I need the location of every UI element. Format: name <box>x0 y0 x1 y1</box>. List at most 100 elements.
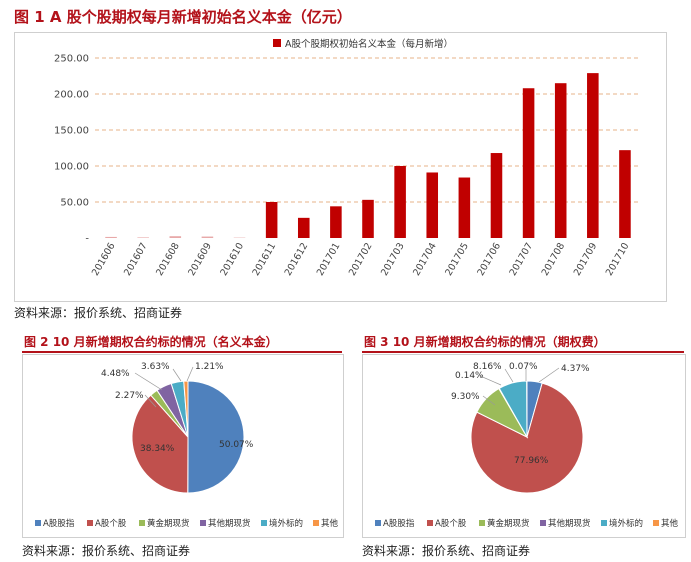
pie-value-label: 77.96% <box>514 456 549 466</box>
legend-swatch <box>427 520 433 526</box>
pie-chart-1: 50.07% 38.34% 2.27% 4.48% 3.63% 1.21% A股股指 A股个股… <box>35 362 339 529</box>
legend-label: 境外标的 <box>269 518 303 529</box>
x-tick-label: 201701 <box>315 241 343 278</box>
legend-label: 其他期现货 <box>548 518 591 529</box>
x-tick-label: 201702 <box>347 241 375 278</box>
figure3-source: 资料来源：报价系统、招商证券 <box>362 544 531 558</box>
bar-chart-panel: A股个股期权初始名义本金（每月新增） - 50.00 100.00 150.00 200.… <box>14 32 667 302</box>
pie-chart-panel-2: 4.37% 77.96% 9.30% 0.14% 8.16% 0.07% A股股指 A股个股 黄… <box>362 354 686 538</box>
leader-line <box>477 374 502 386</box>
x-tick-label: 201612 <box>283 241 311 278</box>
pie-value-label: 0.14% <box>455 371 484 381</box>
leader-line <box>134 372 163 391</box>
pie-slice <box>470 382 584 494</box>
bar <box>394 166 406 238</box>
pie-slice <box>131 394 189 494</box>
figure3-title-rule <box>362 351 684 353</box>
x-tick-label: 201707 <box>508 241 536 278</box>
bar <box>330 206 342 238</box>
pie-slice <box>187 380 245 494</box>
bar <box>522 88 535 238</box>
pie-value-label: 4.37% <box>561 364 590 374</box>
legend-label: A股个股 <box>95 519 127 529</box>
pie-legend: A股股指 A股个股 黄金期现货 其他期现货 境外标的 其他 <box>35 518 339 529</box>
leader-line <box>538 367 560 383</box>
leader-line <box>482 395 496 406</box>
pie-legend: A股股指 A股个股 黄金期现货 其他期现货 境外标的 其他 <box>375 518 679 529</box>
bar <box>137 237 149 238</box>
legend-swatch <box>540 520 546 526</box>
x-tick-label: 201609 <box>186 241 214 278</box>
y-tick-label: 250.00 <box>54 54 89 65</box>
figure3-title: 图 3 10 月新增期权合约标的情况（期权费） <box>364 335 606 349</box>
pie-value-label: 2.27% <box>115 391 144 401</box>
legend-swatch <box>261 520 267 526</box>
bar <box>265 202 278 238</box>
legend-label: 黄金期现货 <box>487 518 530 529</box>
leader-line <box>144 394 157 408</box>
legend-label: 黄金期现货 <box>147 518 190 529</box>
pie-value-label: 1.21% <box>195 362 224 372</box>
x-tick-label: 201607 <box>122 241 150 278</box>
bar <box>201 236 214 238</box>
pie-value-label: 3.63% <box>141 362 170 372</box>
x-tick-label: 201704 <box>411 241 439 278</box>
pie-value-label: 0.07% <box>509 362 538 372</box>
bar <box>426 172 439 238</box>
x-tick-label: 201710 <box>604 241 632 278</box>
y-tick-label: 50.00 <box>60 198 89 209</box>
bar <box>490 153 503 238</box>
y-tick-label: - <box>85 234 89 245</box>
legend-label: A股个股 <box>435 519 467 529</box>
pie-value-label: 9.30% <box>451 392 480 402</box>
bar <box>297 217 310 238</box>
y-tick-label: 150.00 <box>54 126 89 137</box>
pie-chart-panel-1: 50.07% 38.34% 2.27% 4.48% 3.63% 1.21% A股股指 A股个股… <box>22 354 344 538</box>
bar <box>169 236 182 238</box>
bar <box>587 73 599 238</box>
figure2-source: 资料来源：报价系统、招商证券 <box>22 544 191 558</box>
figure1-title: 图 1 A 股个股期权每月新增初始名义本金（亿元） <box>14 8 352 26</box>
legend-label: A股股指 <box>383 518 415 529</box>
legend-swatch <box>139 520 145 526</box>
leader-line <box>504 368 514 383</box>
pie-value-label: 50.07% <box>219 440 254 450</box>
x-tick-label: 201708 <box>540 241 568 278</box>
y-tick-label: 200.00 <box>54 90 89 101</box>
x-tick-label: 201709 <box>572 241 600 278</box>
legend-swatch <box>273 39 281 47</box>
figure2-title: 图 2 10 月新增期权合约标的情况（名义本金） <box>24 335 278 349</box>
legend-swatch <box>375 520 381 526</box>
pie-value-label: 38.34% <box>140 444 175 454</box>
pie-chart-2: 4.37% 77.96% 9.30% 0.14%8.16% 0.07% A股股指 A股个股 黄… <box>375 362 679 529</box>
legend-label: 境外标的 <box>609 518 643 529</box>
y-tick-label: 100.00 <box>54 162 89 173</box>
x-tick-label: 201703 <box>379 241 407 278</box>
x-tick-label: 201606 <box>90 241 118 278</box>
figure1-source: 资料来源：报价系统、招商证券 <box>14 306 183 320</box>
pie-value-label: 4.48% <box>101 369 130 379</box>
leader-line <box>172 368 182 382</box>
bar <box>458 177 471 238</box>
legend-swatch <box>200 520 206 526</box>
x-tick-label: 201610 <box>218 241 246 278</box>
figure2-title-rule <box>22 351 342 353</box>
legend-swatch <box>653 520 659 526</box>
pie-slice <box>183 380 189 438</box>
legend-label: 其他 <box>661 518 679 529</box>
legend-label: 其他期现货 <box>208 518 251 529</box>
legend-swatch <box>313 520 319 526</box>
bar <box>362 199 374 238</box>
legend-label: A股个股期权初始名义本金（每月新增） <box>285 38 453 50</box>
legend-swatch <box>479 520 485 526</box>
x-tick-label: 201706 <box>475 241 503 278</box>
legend-label: A股股指 <box>43 518 75 529</box>
legend-label: 其他 <box>321 518 339 529</box>
bar-chart: A股个股期权初始名义本金（每月新增） - 50.00 100.00 150.00 200.… <box>54 38 641 278</box>
x-tick-label: 201705 <box>443 241 471 278</box>
legend-swatch <box>35 520 41 526</box>
bar <box>105 236 117 238</box>
x-tick-label: 201611 <box>251 241 279 278</box>
bar <box>554 83 567 238</box>
bar-legend: A股个股期权初始名义本金（每月新增） <box>273 38 453 50</box>
